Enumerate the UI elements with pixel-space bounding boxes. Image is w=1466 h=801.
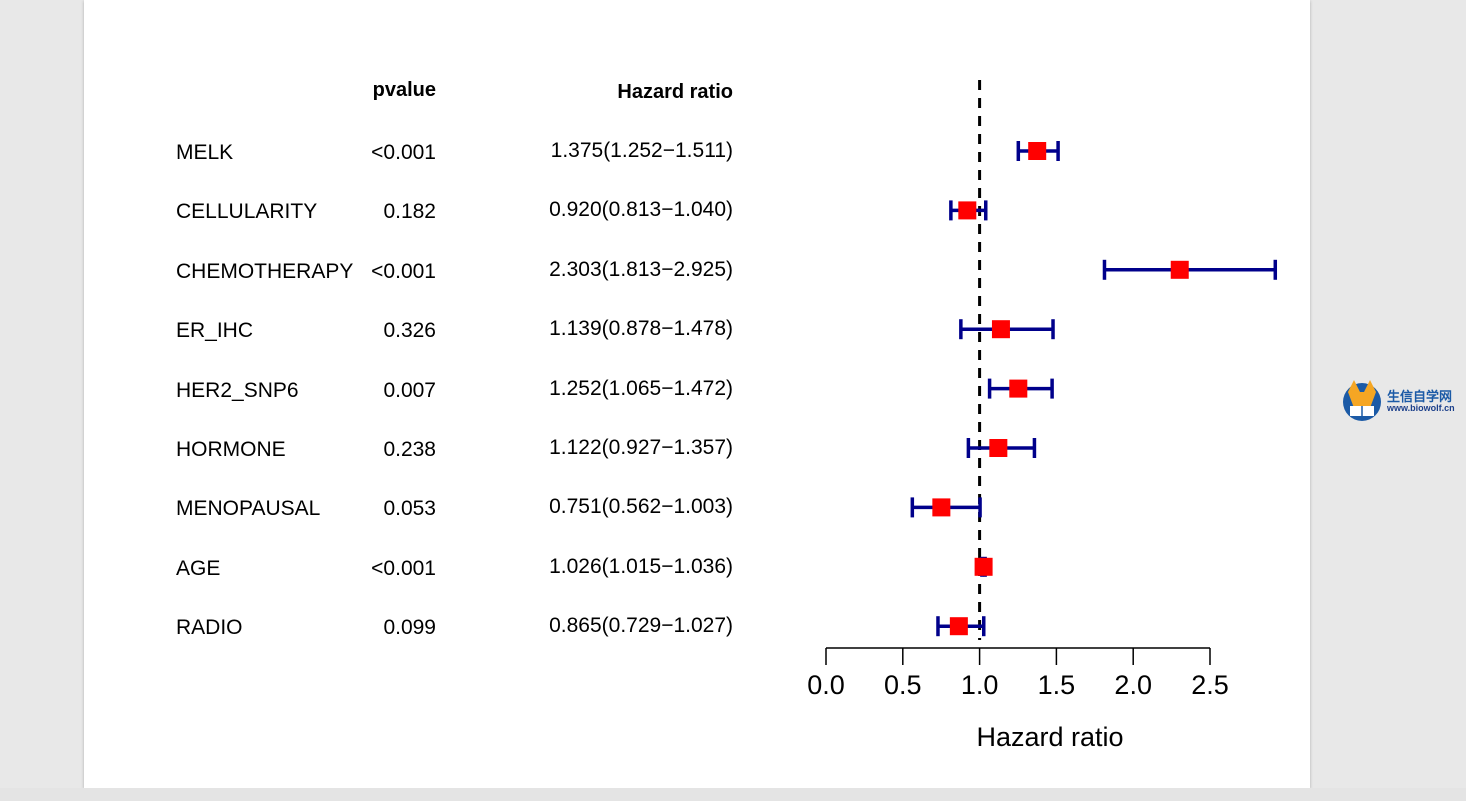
row-name: MELK <box>176 141 234 164</box>
row-name: ER_IHC <box>176 319 254 343</box>
row-name: CHEMOTHERAPY <box>176 259 354 283</box>
bottom-strip <box>0 788 1466 801</box>
row-pvalue: 0.326 <box>383 319 436 343</box>
figure-page <box>84 0 1310 788</box>
hr-point <box>932 498 951 517</box>
row-pvalue: <0.001 <box>371 556 436 580</box>
x-tick-label: 1.5 <box>1038 670 1076 700</box>
row-pvalue: <0.001 <box>371 141 436 164</box>
hr-point <box>958 201 977 220</box>
row-hazard-ratio: 0.920(0.813−1.040) <box>549 198 733 222</box>
row-name: RADIO <box>176 616 243 640</box>
hazard-ratio-header: Hazard ratio <box>617 81 733 103</box>
wolf-logo-icon <box>1343 380 1381 421</box>
row-pvalue: <0.001 <box>371 259 436 283</box>
row-pvalue: 0.007 <box>383 378 436 402</box>
x-axis-label: Hazard ratio <box>976 722 1123 752</box>
row-name: AGE <box>176 556 221 580</box>
hr-point <box>1028 142 1047 160</box>
watermark-url: www.biowolf.cn <box>1387 403 1455 413</box>
watermark-title: 生信自学网 <box>1387 389 1453 404</box>
row-name: HORMONE <box>176 438 286 461</box>
pvalue-header: pvalue <box>372 79 436 101</box>
row-name: MENOPAUSAL <box>176 497 321 521</box>
row-hazard-ratio: 2.303(1.813−2.925) <box>549 257 733 281</box>
hr-point <box>991 320 1010 339</box>
row-hazard-ratio: 1.139(0.878−1.478) <box>549 317 733 341</box>
hr-point <box>974 557 993 576</box>
hr-point <box>1170 260 1189 279</box>
x-tick-label: 2.0 <box>1114 670 1152 700</box>
row-pvalue: 0.053 <box>383 497 436 521</box>
x-tick-label: 0.0 <box>807 670 845 700</box>
row-pvalue: 0.099 <box>383 616 436 640</box>
row-hazard-ratio: 0.865(0.729−1.027) <box>549 614 733 638</box>
x-tick-label: 1.0 <box>961 670 999 700</box>
row-pvalue: 0.182 <box>383 200 436 224</box>
row-name: HER2_SNP6 <box>176 378 299 402</box>
watermark-logo: 生信自学网 www.biowolf.cn <box>1340 378 1466 424</box>
hr-point <box>949 617 968 636</box>
row-pvalue: 0.238 <box>383 438 436 461</box>
row-hazard-ratio: 1.026(1.015−1.036) <box>549 554 733 578</box>
row-hazard-ratio: 1.122(0.927−1.357) <box>549 436 733 459</box>
row-hazard-ratio: 0.751(0.562−1.003) <box>549 495 733 519</box>
hr-point <box>1009 379 1028 398</box>
hr-point <box>989 439 1008 457</box>
row-hazard-ratio: 1.252(1.065−1.472) <box>549 376 733 400</box>
x-tick-label: 2.5 <box>1191 670 1229 700</box>
x-tick-label: 0.5 <box>884 670 922 700</box>
row-hazard-ratio: 1.375(1.252−1.511) <box>550 139 733 162</box>
row-name: CELLULARITY <box>176 200 318 224</box>
